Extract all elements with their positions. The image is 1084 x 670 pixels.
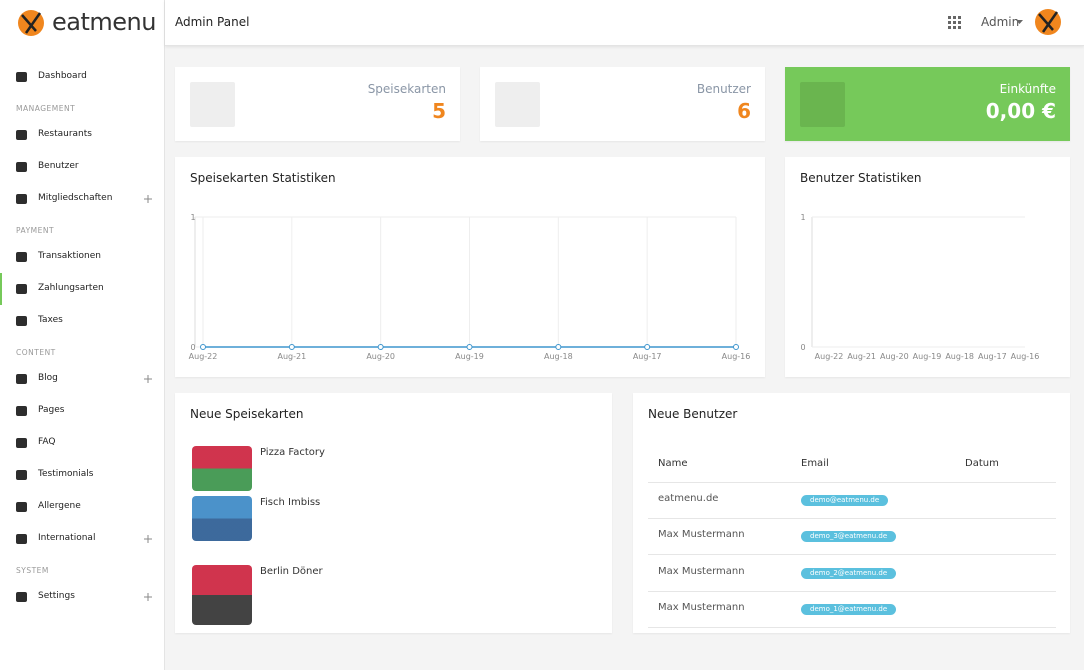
menu-logo <box>192 496 252 541</box>
nav-heading: MANAGEMENT <box>16 104 76 113</box>
card-value: 5 <box>432 99 446 123</box>
chart-title: Benutzer Statistiken <box>800 171 922 185</box>
nav-item[interactable]: Allergene <box>38 501 81 511</box>
column-header: Name <box>658 458 688 469</box>
nav-icon <box>16 162 27 172</box>
nav-icon <box>16 316 27 326</box>
expand-icon[interactable] <box>144 195 152 203</box>
nav-icon <box>16 194 27 204</box>
table-rule <box>648 554 1056 556</box>
card-label: Benutzer <box>696 82 751 96</box>
nav-icon <box>16 284 27 294</box>
nav-icon <box>16 534 27 544</box>
email-badge: demo@eatmenu.de <box>801 495 889 506</box>
section-title: Neue Benutzer <box>648 407 738 421</box>
brand: eatmenu <box>52 8 156 36</box>
nav-heading: SYSTEM <box>16 566 49 575</box>
table-rule <box>648 626 1056 628</box>
chart-panel <box>785 157 1070 377</box>
nav-icon <box>16 252 27 262</box>
table-rule <box>648 590 1056 592</box>
nav-item[interactable]: Zahlungsarten <box>38 283 104 293</box>
active-marker <box>0 273 2 305</box>
nav-item[interactable]: Settings <box>38 591 75 601</box>
email-badge: demo_1@eatmenu.de <box>801 603 897 615</box>
card-value: 6 <box>737 99 751 123</box>
section-title: Neue Speisekarten <box>190 407 304 421</box>
nav-icon <box>16 130 27 140</box>
expand-icon[interactable] <box>144 593 152 601</box>
chart-panel <box>175 157 765 377</box>
plus <box>144 535 152 543</box>
topbar <box>165 0 1084 46</box>
header-title: Admin Panel <box>175 15 250 29</box>
user-name: eatmenu.de <box>658 493 719 504</box>
nav-item[interactable]: Blog <box>38 373 58 383</box>
card-icon <box>190 82 235 127</box>
chart-title: Speisekarten Statistiken <box>190 171 336 185</box>
email-badge: demo_3@eatmenu.de <box>801 531 897 543</box>
nav-icon <box>16 406 27 416</box>
table-rule <box>648 482 1056 483</box>
email-badge: demo_2@eatmenu.de <box>801 567 897 579</box>
expand-icon[interactable] <box>144 375 152 383</box>
user-menu[interactable]: Admin <box>981 15 1020 29</box>
nav-heading: PAYMENT <box>16 226 55 235</box>
nav-icon <box>16 72 27 82</box>
users-panel <box>633 393 1070 633</box>
nav-item[interactable]: Restaurants <box>38 129 92 139</box>
card-label: Speisekarten <box>367 82 446 96</box>
nav-icon <box>16 592 27 602</box>
menu-logo <box>192 446 252 491</box>
menu-name[interactable]: Berlin Döner <box>260 566 323 577</box>
nav-item[interactable]: Mitgliedschaften <box>38 193 113 203</box>
card-label: Einkünfte <box>999 82 1056 96</box>
nav-item[interactable]: Taxes <box>38 315 63 325</box>
plus <box>144 593 152 601</box>
logo-icon <box>18 10 44 36</box>
menu-name[interactable]: Pizza Factory <box>260 447 325 458</box>
nav-icon <box>16 470 27 480</box>
nav-item[interactable]: Dashboard <box>38 71 87 81</box>
user-name: Max Mustermann <box>658 565 745 577</box>
nav-item[interactable]: Benutzer <box>38 161 79 171</box>
plus <box>144 195 152 203</box>
nav-icon <box>16 438 27 448</box>
card-icon <box>495 82 540 127</box>
nav-item[interactable]: Pages <box>38 405 65 415</box>
nav-item[interactable]: International <box>38 533 96 543</box>
user-name: Max Mustermann <box>658 529 745 541</box>
card-value: 0,00 € <box>985 99 1056 123</box>
nav-icon <box>16 502 27 512</box>
expand-icon[interactable] <box>144 535 152 543</box>
menu-logo <box>192 565 252 625</box>
nav-item[interactable]: Transaktionen <box>38 251 101 261</box>
apps-icon[interactable] <box>948 16 961 29</box>
nav-icon <box>16 374 27 384</box>
nav-item[interactable]: Testimonials <box>38 469 94 479</box>
caret <box>1016 20 1023 24</box>
user-name: Max Mustermann <box>658 601 745 613</box>
nav-item[interactable]: FAQ <box>38 437 56 447</box>
nav-heading: CONTENT <box>16 348 56 357</box>
avatar[interactable] <box>1030 6 1066 38</box>
card-icon <box>800 82 845 127</box>
column-header: Datum <box>965 458 999 469</box>
table-rule <box>648 518 1056 519</box>
plus <box>144 375 152 383</box>
menu-name[interactable]: Fisch Imbiss <box>260 497 321 508</box>
column-header: Email <box>801 458 829 469</box>
sidebar <box>0 0 165 670</box>
